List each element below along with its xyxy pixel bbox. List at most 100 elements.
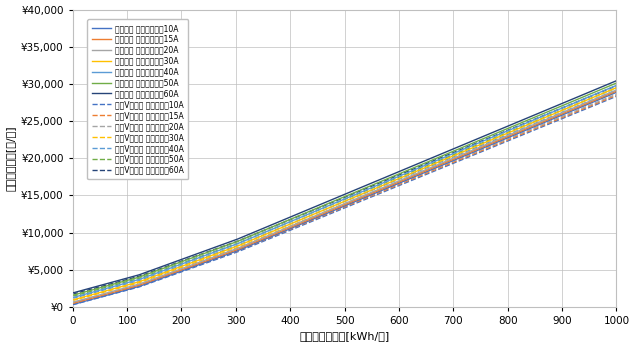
東京Vプラン 契約容量：10A: [422, 172, 430, 177]
東京Vプラン 契約容量：60A: [474, 140, 482, 144]
東京Vプラン 契約容量：60A: [422, 162, 430, 166]
東京ガス 基本プラン：50A: [474, 139, 482, 143]
東京ガス 基本プラン：60A: [516, 119, 523, 123]
東京ガス 基本プラン：60A: [613, 79, 620, 83]
東京ガス 基本プラン：40A: [277, 224, 284, 228]
東京Vプラン 契約容量：15A: [395, 183, 403, 187]
東京Vプラン 契約容量：10A: [474, 151, 482, 155]
東京ガス 基本プラン：20A: [474, 146, 482, 150]
東京ガス 基本プラン：40A: [613, 83, 620, 87]
東京Vプラン 契約容量：15A: [516, 133, 523, 137]
東京ガス 基本プラン：10A: [168, 273, 175, 277]
東京Vプラン 契約容量：30A: [168, 269, 175, 273]
Line: 東京Vプラン 契約容量：30A: 東京Vプラン 契約容量：30A: [73, 92, 617, 301]
東京Vプラン 契約容量：40A: [168, 267, 175, 271]
東京Vプラン 契約容量：40A: [613, 88, 620, 92]
東京ガス 基本プラン：20A: [422, 167, 430, 171]
東京ガス 基本プラン：40A: [422, 163, 430, 167]
東京Vプラン 契約容量：60A: [277, 221, 284, 226]
東京Vプラン 契約容量：20A: [474, 149, 482, 153]
東京ガス 基本プラン：50A: [168, 263, 175, 268]
東京Vプラン 契約容量：15A: [277, 231, 284, 235]
東京Vプラン 契約容量：15A: [474, 150, 482, 154]
東京ガス 基本プラン：20A: [516, 128, 523, 133]
東京ガス 基本プラン：60A: [422, 158, 430, 162]
東京Vプラン 契約容量：50A: [395, 175, 403, 179]
東京ガス 基本プラン：50A: [613, 81, 620, 85]
Line: 東京Vプラン 契約容量：40A: 東京Vプラン 契約容量：40A: [73, 90, 617, 298]
東京ガス 基本プラン：60A: [69, 291, 77, 295]
東京Vプラン 契約容量：50A: [613, 86, 620, 90]
Line: 東京ガス 基本プラン：15A: 東京ガス 基本プラン：15A: [73, 91, 617, 303]
東京ガス 基本プラン：10A: [69, 303, 77, 307]
東京Vプラン 契約容量：15A: [422, 171, 430, 175]
東京ガス 基本プラン：40A: [474, 141, 482, 145]
東京Vプラン 契約容量：20A: [168, 271, 175, 276]
東京Vプラン 契約容量：30A: [613, 90, 620, 94]
東京ガス 基本プラン：50A: [516, 121, 523, 126]
東京ガス 基本プラン：20A: [395, 179, 403, 183]
東京ガス 基本プラン：40A: [516, 124, 523, 128]
東京ガス 基本プラン：60A: [168, 261, 175, 265]
東京ガス 基本プラン：60A: [395, 170, 403, 174]
東京ガス 基本プラン：15A: [422, 169, 430, 173]
東京Vプラン 契約容量：60A: [395, 173, 403, 177]
Line: 東京ガス 基本プラン：50A: 東京ガス 基本プラン：50A: [73, 83, 617, 295]
東京ガス 基本プラン：40A: [395, 174, 403, 178]
Line: 東京Vプラン 契約容量：50A: 東京Vプラン 契約容量：50A: [73, 88, 617, 296]
東京ガス 基本プラン：10A: [422, 170, 430, 174]
東京ガス 基本プラン：60A: [474, 136, 482, 141]
東京ガス 基本プラン：15A: [168, 271, 175, 276]
東京Vプラン 契約容量：30A: [474, 147, 482, 151]
東京ガス 基本プラン：10A: [277, 231, 284, 235]
東京Vプラン 契約容量：40A: [277, 226, 284, 230]
東京Vプラン 契約容量：10A: [395, 184, 403, 188]
東京Vプラン 契約容量：50A: [277, 224, 284, 228]
東京ガス 基本プラン：10A: [474, 148, 482, 152]
東京Vプラン 契約容量：30A: [395, 179, 403, 184]
東京ガス 基本プラン：40A: [69, 296, 77, 300]
東京Vプラン 契約容量：60A: [168, 263, 175, 267]
東京Vプラン 契約容量：15A: [69, 302, 77, 306]
東京Vプラン 契約容量：20A: [395, 181, 403, 186]
東京ガス 基本プラン：15A: [474, 147, 482, 151]
東京ガス 基本プラン：30A: [395, 177, 403, 181]
東京Vプラン 契約容量：30A: [69, 298, 77, 303]
東京ガス 基本プラン：15A: [613, 89, 620, 93]
Line: 東京ガス 基本プラン：20A: 東京ガス 基本プラン：20A: [73, 90, 617, 302]
東京Vプラン 契約容量：10A: [277, 232, 284, 236]
東京Vプラン 契約容量：30A: [516, 130, 523, 134]
Line: 東京Vプラン 契約容量：10A: 東京Vプラン 契約容量：10A: [73, 96, 617, 305]
東京ガス 基本プラン：15A: [395, 180, 403, 184]
東京Vプラン 契約容量：50A: [422, 164, 430, 168]
東京Vプラン 契約容量：20A: [613, 92, 620, 96]
東京Vプラン 契約容量：50A: [168, 265, 175, 269]
東京Vプラン 契約容量：60A: [69, 292, 77, 296]
東京Vプラン 契約容量：60A: [613, 84, 620, 88]
東京ガス 基本プラン：40A: [168, 266, 175, 270]
東京Vプラン 契約容量：10A: [168, 273, 175, 278]
Line: 東京Vプラン 契約容量：15A: 東京Vプラン 契約容量：15A: [73, 95, 617, 304]
東京Vプラン 契約容量：15A: [168, 272, 175, 277]
東京Vプラン 契約容量：20A: [69, 301, 77, 305]
東京ガス 基本プラン：50A: [69, 293, 77, 297]
東京ガス 基本プラン：20A: [613, 88, 620, 92]
東京Vプラン 契約容量：40A: [395, 177, 403, 181]
東京ガス 基本プラン：20A: [69, 300, 77, 304]
Legend: 東京ガス 基本プラン：10A, 東京ガス 基本プラン：15A, 東京ガス 基本プラン：20A, 東京ガス 基本プラン：30A, 東京ガス 基本プラン：40A, : 東京ガス 基本プラン：10A, 東京ガス 基本プラン：15A, 東京ガス 基本プ…: [88, 19, 189, 179]
東京Vプラン 契約容量：40A: [422, 166, 430, 170]
東京Vプラン 契約容量：50A: [474, 142, 482, 146]
X-axis label: 月間電力使用量[kWh/月]: 月間電力使用量[kWh/月]: [300, 331, 390, 341]
東京ガス 基本プラン：30A: [422, 165, 430, 169]
東京Vプラン 契約容量：30A: [277, 228, 284, 232]
東京ガス 基本プラン：30A: [613, 86, 620, 90]
東京ガス 基本プラン：10A: [613, 90, 620, 94]
東京ガス 基本プラン：30A: [474, 143, 482, 147]
東京Vプラン 契約容量：40A: [516, 128, 523, 132]
東京ガス 基本プラン：10A: [516, 131, 523, 135]
東京Vプラン 契約容量：60A: [516, 123, 523, 127]
東京ガス 基本プラン：20A: [277, 228, 284, 232]
東京Vプラン 契約容量：20A: [422, 170, 430, 174]
Line: 東京ガス 基本プラン：10A: 東京ガス 基本プラン：10A: [73, 92, 617, 305]
東京Vプラン 契約容量：10A: [69, 303, 77, 307]
